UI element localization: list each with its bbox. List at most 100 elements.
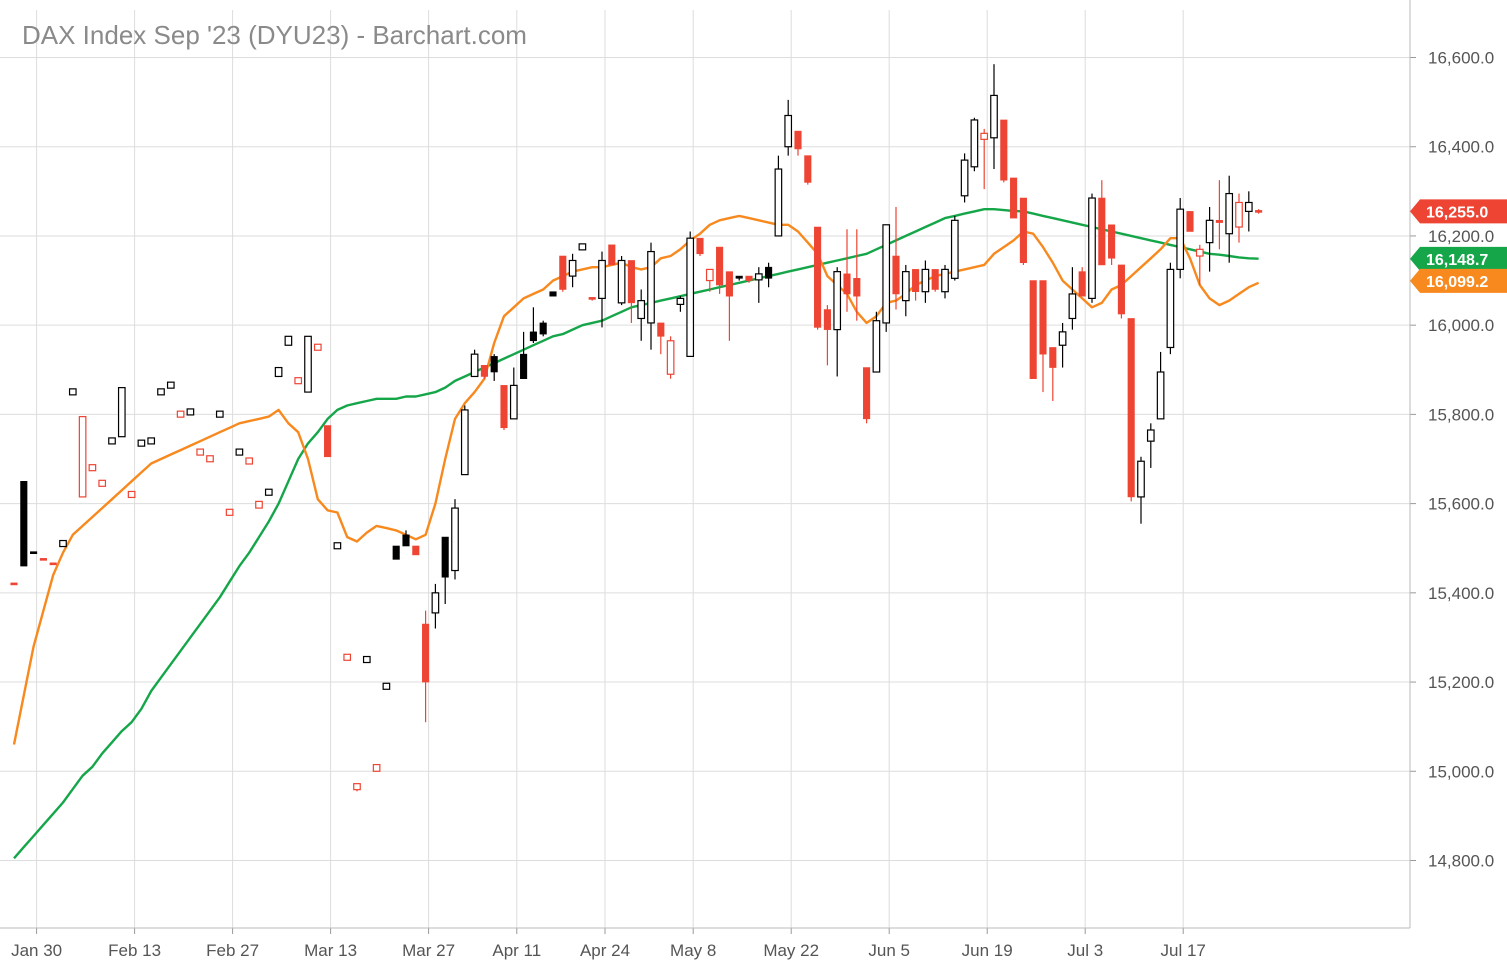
moving-averages: [12, 207, 1260, 860]
candle-body: [1166, 268, 1175, 349]
candle: [1049, 347, 1057, 402]
candle: [39, 558, 47, 561]
candle-body: [382, 682, 391, 690]
candle-body: [176, 410, 185, 418]
candle-body: [422, 623, 430, 683]
y-tick-label: 15,200.0: [1428, 673, 1494, 692]
y-tick-label: 16,400.0: [1428, 138, 1494, 157]
y-tick-label: 14,800.0: [1428, 852, 1494, 871]
candle: [470, 349, 479, 378]
candle-body: [294, 377, 303, 385]
candle-body: [657, 322, 665, 337]
y-tick-label: 16,000.0: [1428, 316, 1494, 335]
candle-body: [509, 384, 518, 420]
candle: [1176, 198, 1185, 279]
candle: [1156, 351, 1165, 420]
candle: [970, 117, 979, 172]
candle: [549, 291, 557, 297]
candle-body: [490, 356, 498, 373]
candle: [451, 499, 459, 580]
candle-body: [568, 259, 577, 277]
candle: [676, 296, 685, 312]
candle: [1137, 456, 1145, 524]
candle: [49, 562, 57, 566]
candle-body: [666, 340, 675, 375]
candle-body: [931, 269, 939, 290]
candle-body: [598, 259, 606, 300]
candle: [313, 343, 322, 351]
candle: [1078, 267, 1086, 297]
candle: [1039, 280, 1047, 393]
candle-body: [617, 259, 626, 304]
candle-body: [843, 273, 851, 295]
x-tick-label: Feb 27: [206, 941, 259, 960]
candlesticks: [10, 64, 1263, 792]
candle-body: [313, 343, 322, 351]
candle: [990, 64, 998, 170]
candle: [431, 583, 440, 629]
candle: [1098, 180, 1106, 266]
candle: [823, 305, 831, 366]
candle: [608, 244, 616, 266]
candle: [774, 155, 783, 237]
candle: [598, 251, 606, 328]
candle: [333, 542, 342, 550]
candle-body: [324, 425, 332, 458]
candle-body: [872, 320, 881, 373]
candle-body: [157, 388, 165, 396]
candle-body: [304, 335, 312, 393]
candle-body: [460, 409, 469, 476]
candle: [765, 262, 773, 288]
candle-body: [59, 539, 67, 548]
candle: [186, 408, 195, 416]
candle-body: [480, 365, 488, 377]
candle: [1088, 193, 1096, 303]
candle-body: [529, 331, 537, 342]
candle-body: [1176, 208, 1185, 271]
ma-slow-line: [13, 207, 1259, 860]
candle: [1146, 423, 1155, 468]
candle: [1205, 206, 1214, 272]
candle: [422, 610, 430, 723]
candle-body: [686, 237, 695, 357]
candle: [304, 335, 312, 393]
candle-body: [372, 763, 381, 772]
candle: [520, 331, 528, 379]
candle-body: [1010, 177, 1018, 219]
candle: [98, 479, 107, 487]
candle-body: [559, 255, 567, 290]
candle: [588, 297, 596, 301]
candle: [1117, 264, 1125, 319]
candle: [509, 367, 518, 420]
candle: [1010, 177, 1018, 219]
candle-body: [1205, 219, 1214, 244]
candle: [666, 336, 675, 379]
candle: [1186, 211, 1194, 232]
candle: [1108, 224, 1116, 265]
candle: [147, 437, 156, 445]
candle-body: [362, 655, 371, 664]
candle: [20, 481, 28, 567]
candle: [705, 268, 714, 292]
candle: [402, 530, 410, 547]
candle: [343, 653, 352, 661]
candle-body: [500, 385, 508, 429]
candle-body: [588, 297, 596, 300]
candle-body: [794, 130, 802, 150]
candle-body: [117, 387, 126, 438]
candle: [460, 405, 469, 476]
candle-body: [637, 300, 646, 320]
candle: [324, 425, 332, 458]
candle-body: [1108, 224, 1116, 259]
candle-body: [1058, 331, 1067, 346]
candle: [480, 365, 488, 379]
candle: [901, 264, 910, 317]
candle: [108, 437, 116, 445]
candle-body: [284, 335, 293, 346]
candle-body: [539, 322, 547, 335]
candle-body: [88, 464, 97, 472]
candle: [529, 307, 537, 344]
candle-body: [353, 783, 361, 791]
candle-body: [863, 367, 871, 420]
